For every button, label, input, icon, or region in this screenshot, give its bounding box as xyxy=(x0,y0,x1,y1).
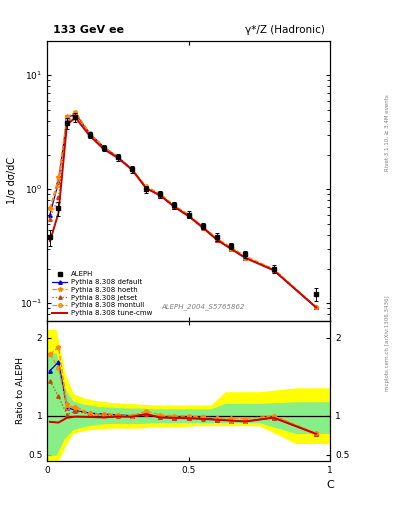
X-axis label: C: C xyxy=(326,480,334,490)
Text: ALEPH_2004_S5765862: ALEPH_2004_S5765862 xyxy=(161,303,244,310)
Text: γ*/Z (Hadronic): γ*/Z (Hadronic) xyxy=(244,26,325,35)
Legend: ALEPH, Pythia 8.308 default, Pythia 8.308 hoeth, Pythia 8.308 jetset, Pythia 8.3: ALEPH, Pythia 8.308 default, Pythia 8.30… xyxy=(51,270,154,317)
Y-axis label: 1/σ dσ/dC: 1/σ dσ/dC xyxy=(7,157,17,204)
Text: Rivet 3.1.10, ≥ 3.4M events: Rivet 3.1.10, ≥ 3.4M events xyxy=(385,95,390,172)
Text: 133 GeV ee: 133 GeV ee xyxy=(53,26,124,35)
Y-axis label: Ratio to ALEPH: Ratio to ALEPH xyxy=(16,357,25,424)
Text: mcplots.cern.ch [arXiv:1306.3436]: mcplots.cern.ch [arXiv:1306.3436] xyxy=(385,295,390,391)
